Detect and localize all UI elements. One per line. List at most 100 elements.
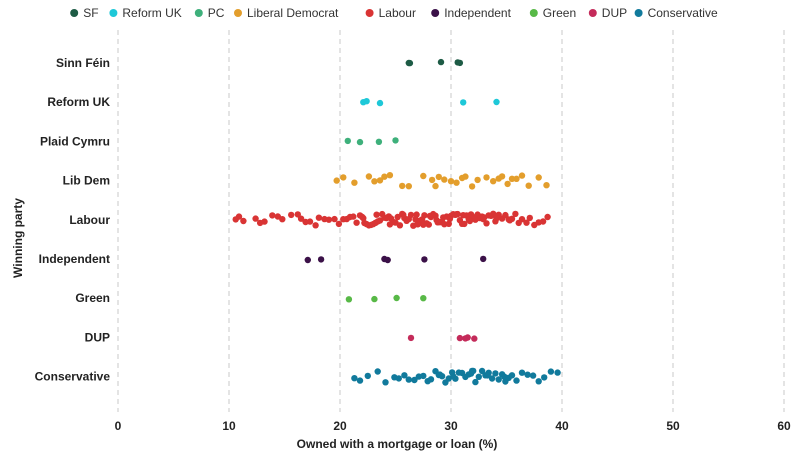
data-point <box>382 379 389 386</box>
data-point <box>288 211 295 219</box>
data-point <box>356 377 364 384</box>
x-tick-label: 60 <box>777 419 791 433</box>
data-point <box>381 173 388 180</box>
data-point <box>396 222 404 229</box>
data-point <box>488 375 496 382</box>
data-point <box>374 368 381 375</box>
data-point <box>420 221 427 228</box>
legend-swatch <box>234 9 242 17</box>
x-tick-label: 50 <box>666 419 680 433</box>
data-point <box>371 295 378 303</box>
data-point <box>261 218 268 225</box>
data-point <box>445 220 452 227</box>
data-point <box>492 370 499 377</box>
legend-swatch <box>70 9 79 17</box>
data-point <box>518 216 526 223</box>
category-label: Reform UK <box>47 95 110 109</box>
y-axis-categories: Sinn Féin Reform UK Plaid Cymru Lib Dem Labo… <box>35 56 111 384</box>
data-point <box>304 256 311 264</box>
data-point <box>394 213 401 221</box>
data-point <box>426 212 434 220</box>
data-point <box>435 173 442 181</box>
data-point <box>529 372 537 379</box>
data-point <box>490 210 497 217</box>
data-point <box>480 255 487 263</box>
legend-label: Independent <box>444 6 511 20</box>
data-point <box>384 256 391 264</box>
data-point <box>405 376 412 383</box>
data-point <box>472 378 479 386</box>
data-point <box>513 377 520 384</box>
legend-label: DUP <box>602 6 627 20</box>
data-point <box>493 98 500 106</box>
category-label: Lib Dem <box>63 174 110 188</box>
data-point <box>428 176 436 184</box>
data-point <box>461 220 468 228</box>
legend-swatch <box>634 9 643 17</box>
data-point <box>524 371 531 378</box>
data-point <box>450 373 457 380</box>
data-point <box>279 216 286 223</box>
data-point <box>453 211 460 218</box>
data-point <box>317 256 325 263</box>
data-point <box>240 217 247 225</box>
data-point <box>535 378 542 385</box>
data-point <box>393 294 400 302</box>
data-point <box>351 179 358 186</box>
legend-label: Reform UK <box>122 6 181 20</box>
category-label: DUP <box>85 330 110 344</box>
data-point <box>392 137 399 144</box>
data-point <box>407 211 415 219</box>
data-point <box>518 369 526 376</box>
data-point <box>539 218 547 225</box>
data-point <box>453 179 460 186</box>
data-point <box>508 175 516 182</box>
data-point <box>493 215 500 222</box>
data-point <box>373 211 380 218</box>
category-label: Plaid Cymru <box>40 134 110 148</box>
data-point <box>421 256 428 263</box>
data-point <box>446 215 454 223</box>
data-point <box>420 172 427 180</box>
category-label: Conservative <box>35 370 111 384</box>
data-point <box>483 174 490 181</box>
category-label: Independent <box>39 252 110 266</box>
data-point <box>440 214 447 221</box>
x-tick-label: 10 <box>222 419 236 433</box>
data-point <box>335 220 343 228</box>
data-point <box>541 374 548 381</box>
data-point <box>407 334 415 342</box>
data-point <box>456 334 464 342</box>
data-point <box>425 221 432 228</box>
data-point <box>411 376 418 384</box>
category-label: Labour <box>69 213 110 227</box>
data-point <box>523 219 530 226</box>
data-point <box>312 222 319 229</box>
data-point <box>297 215 305 222</box>
data-point <box>421 212 428 219</box>
data-point <box>363 98 370 105</box>
legend-label: SF <box>83 6 98 20</box>
data-point <box>474 176 481 184</box>
data-point <box>371 178 378 185</box>
data-point <box>376 99 384 107</box>
data-point <box>427 376 435 383</box>
data-point <box>471 335 478 342</box>
data-point <box>441 176 448 183</box>
legend-swatch <box>109 9 118 17</box>
x-axis-title: Owned with a mortgage or loan (%) <box>297 437 498 451</box>
data-point <box>386 221 394 228</box>
data-point <box>525 182 532 189</box>
data-point <box>325 216 333 223</box>
data-point <box>462 173 469 180</box>
data-point <box>356 138 364 146</box>
data-point <box>350 213 357 220</box>
data-point <box>365 173 373 180</box>
x-tick-label: 30 <box>444 419 458 433</box>
data-point <box>315 214 323 221</box>
data-point <box>306 218 314 225</box>
data-point <box>375 138 383 145</box>
legend-swatch <box>194 9 203 17</box>
data-point <box>401 372 408 379</box>
data-point <box>513 175 520 182</box>
